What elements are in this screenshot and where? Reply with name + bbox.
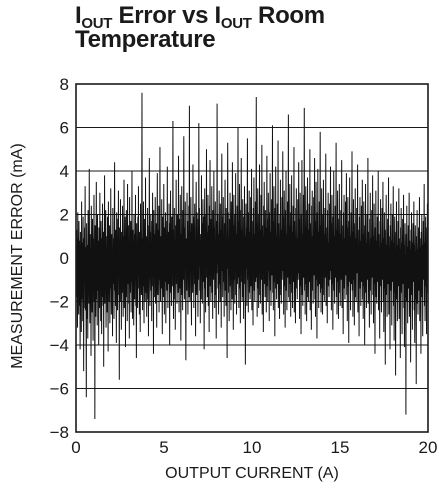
y-tick-label: 6 — [60, 119, 69, 138]
data-series — [75, 92, 429, 419]
x-tick-label: 10 — [243, 438, 262, 457]
x-tick-label: 20 — [419, 438, 438, 457]
title-line-1: IOUT Error vs IOUT Room — [75, 2, 325, 32]
x-tick-label: 5 — [159, 438, 168, 457]
x-tick-label: 15 — [331, 438, 350, 457]
series-line — [75, 92, 429, 419]
y-tick-label: 8 — [60, 75, 69, 94]
y-tick-labels: −8 −6 −4 −2 0 2 4 6 8 — [50, 75, 69, 442]
y-tick-label: −2 — [50, 293, 69, 312]
y-tick-label: 0 — [60, 249, 69, 268]
y-tick-label: −8 — [50, 423, 69, 442]
x-tick-label: 0 — [71, 438, 80, 457]
y-tick-label: 2 — [60, 206, 69, 225]
y-tick-label: −6 — [50, 380, 69, 399]
title-line-2: Temperature — [75, 26, 216, 53]
plot-frame — [75, 83, 429, 433]
chart-title: IOUT Error vs IOUT Room Temperature — [75, 4, 325, 52]
y-axis-label: MEASUREMENT ERROR (mA) — [9, 143, 26, 369]
y-tick-label: 4 — [60, 162, 69, 181]
x-tick-labels: 0 5 10 15 20 — [71, 438, 437, 457]
x-axis-label: OUTPUT CURRENT (A) — [165, 465, 339, 482]
y-tick-label: −4 — [50, 336, 69, 355]
